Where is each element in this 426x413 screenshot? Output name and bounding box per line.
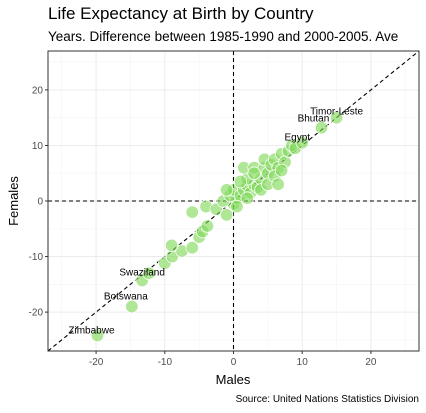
y-tick-label: 20 — [32, 85, 44, 96]
data-points — [90, 110, 344, 343]
x-axis-title: Males — [216, 372, 251, 387]
data-point — [219, 183, 234, 197]
y-tick-label: 0 — [37, 197, 43, 208]
annotation-label: Zimbabwe — [68, 325, 115, 336]
x-tick-label: -10 — [158, 357, 173, 368]
data-point — [185, 240, 199, 255]
data-point — [142, 266, 156, 280]
data-point — [230, 199, 244, 214]
source-caption: Source: United Nations Statistics Divisi… — [236, 394, 419, 405]
data-point — [90, 328, 105, 343]
data-point — [200, 219, 215, 233]
data-point — [247, 166, 261, 180]
y-tick-label: 10 — [32, 141, 44, 152]
data-point — [271, 177, 285, 192]
x-tick-label: 0 — [231, 357, 237, 368]
annotation-label: Timor-Leste — [310, 107, 363, 118]
data-point — [125, 299, 139, 314]
x-tick-label: 10 — [297, 357, 309, 368]
chart-subtitle: Years. Difference between 1985-1990 and … — [48, 29, 399, 44]
y-tick-label: -10 — [29, 252, 44, 263]
annotation-label: Bhutan — [298, 114, 330, 125]
data-point — [185, 205, 199, 219]
data-point — [329, 110, 344, 125]
x-tick-label: 20 — [365, 357, 377, 368]
chart-title: Life Expectancy at Birth by Country — [48, 4, 314, 23]
data-point — [295, 135, 309, 150]
x-tick-label: -20 — [89, 357, 104, 368]
data-point — [274, 163, 289, 178]
annotation-label: Swaziland — [119, 267, 165, 278]
data-point — [219, 208, 234, 222]
data-point — [314, 120, 329, 135]
axes: -20 -10 0 10 20 -20 -10 0 10 20 — [29, 50, 420, 368]
annotation-label: Botswana — [104, 292, 148, 303]
y-tick-label: -20 — [29, 308, 44, 319]
y-axis-title: Females — [6, 176, 21, 226]
data-point — [233, 174, 248, 189]
data-point — [240, 191, 254, 205]
data-point — [164, 238, 179, 253]
annotation-label: Egypt — [284, 132, 310, 143]
